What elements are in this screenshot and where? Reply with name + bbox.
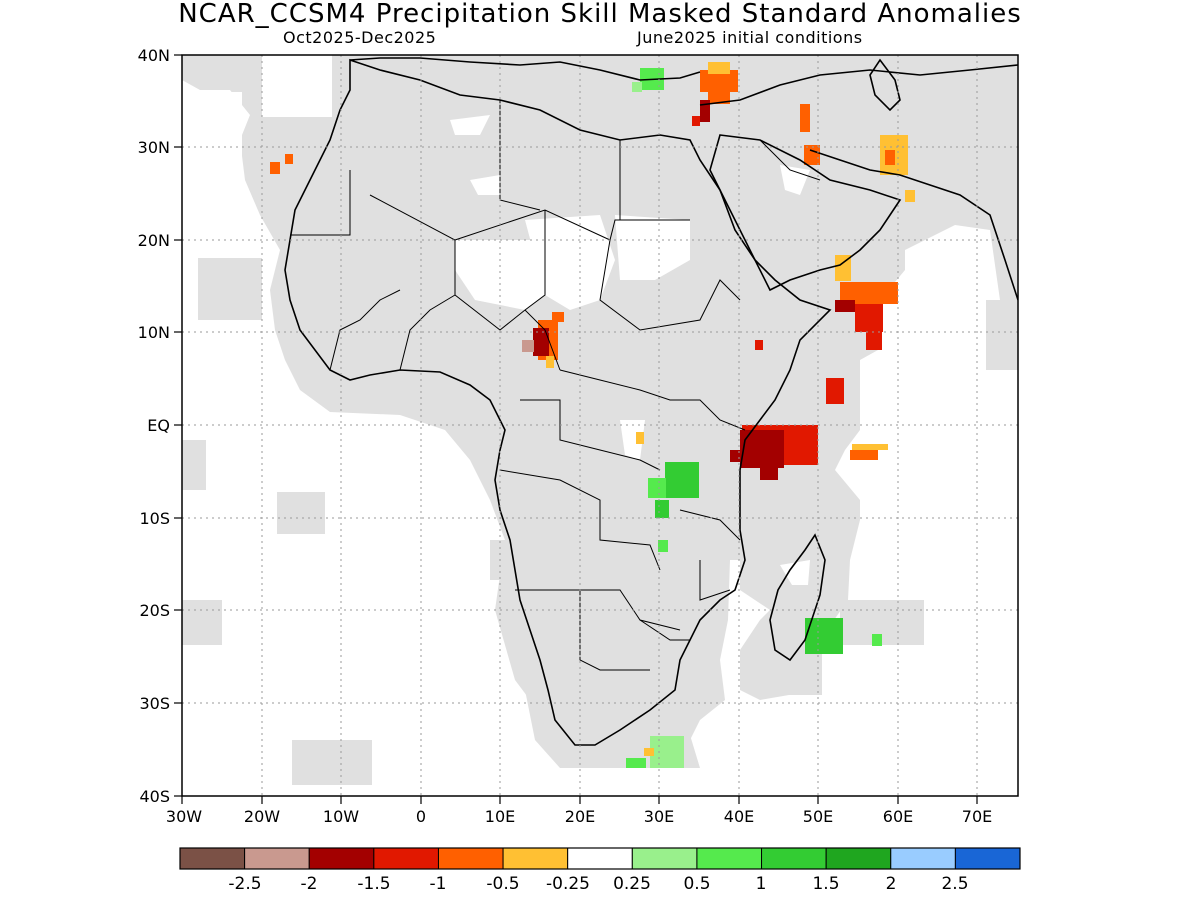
colorbar-swatch <box>308 847 375 870</box>
colorbar-swatch <box>567 847 633 870</box>
lon-label: 30E <box>644 807 674 826</box>
colorbar-frame <box>179 847 1021 870</box>
map-title: NCAR_CCSM4 Precipitation Skill Masked St… <box>178 0 1022 29</box>
colorbar-label: -2 <box>301 874 318 894</box>
grid-lines <box>182 55 1018 796</box>
colorbar-boxes <box>179 847 1021 870</box>
lat-label: 20N <box>138 231 170 250</box>
colorbar-swatch <box>502 847 569 870</box>
masked-region <box>182 55 1018 785</box>
lat-label: 10S <box>139 509 170 528</box>
lon-label: 30W <box>166 807 202 826</box>
latitude-labels: 40N 30N 20N 10N EQ 10S 20S 30S 40S <box>138 46 170 806</box>
colorbar-label: -0.25 <box>546 874 590 894</box>
lon-label: 60E <box>883 807 913 826</box>
initial-conditions: June2025 initial conditions <box>637 28 863 47</box>
colorbar-label: 2 <box>886 874 897 894</box>
colorbar-swatch <box>890 847 956 870</box>
lat-label: 30N <box>138 138 170 157</box>
tick-marks <box>174 54 978 804</box>
colorbar-label: -0.5 <box>486 874 519 894</box>
forecast-period: Oct2025-Dec2025 <box>283 28 437 47</box>
colorbar-swatch <box>825 847 892 870</box>
colorbar-label: 0.5 <box>683 874 710 894</box>
colorbar-label: -1.5 <box>357 874 390 894</box>
colorbar-label: 1 <box>756 874 767 894</box>
coastlines <box>284 57 1018 746</box>
lat-label: 40S <box>139 787 170 806</box>
lon-label: 20W <box>244 807 280 826</box>
colorbar-swatch <box>373 847 439 870</box>
lon-label: 0 <box>416 807 426 826</box>
colorbar-label: -1 <box>430 874 447 894</box>
colorbar: -2.5 -2 -1.5 -1 -0.5 -0.25 0.25 0.5 1 1.… <box>179 847 1021 894</box>
colorbar-swatch <box>631 847 698 870</box>
colorbar-label: 1.5 <box>812 874 839 894</box>
anomaly-patches <box>270 62 915 768</box>
colorbar-labels: -2.5 -2 -1.5 -1 -0.5 -0.25 0.25 0.5 1 1.… <box>228 874 968 894</box>
colorbar-swatch <box>696 847 763 870</box>
colorbar-label: 0.25 <box>613 874 651 894</box>
colorbar-label: 2.5 <box>941 874 968 894</box>
lon-label: 20E <box>565 807 595 826</box>
lon-label: 40E <box>724 807 754 826</box>
lon-label: 10W <box>323 807 359 826</box>
colorbar-swatch <box>761 847 827 870</box>
lat-label: 10N <box>138 323 170 342</box>
lon-label: 70E <box>962 807 992 826</box>
colorbar-label: -2.5 <box>228 874 261 894</box>
colorbar-swatch <box>954 847 1021 870</box>
lon-label: 50E <box>803 807 833 826</box>
colorbar-swatch <box>179 847 246 870</box>
lat-label: 30S <box>139 694 170 713</box>
colorbar-swatch <box>437 847 504 870</box>
lat-label: EQ <box>147 416 170 435</box>
unmasked-holes <box>182 55 810 585</box>
lat-label: 40N <box>138 46 170 65</box>
lat-label: 20S <box>139 601 170 620</box>
longitude-labels: 30W 20W 10W 0 10E 20E 30E 40E 50E 60E 70… <box>166 807 992 826</box>
colorbar-swatch <box>244 847 310 870</box>
lon-label: 10E <box>485 807 515 826</box>
